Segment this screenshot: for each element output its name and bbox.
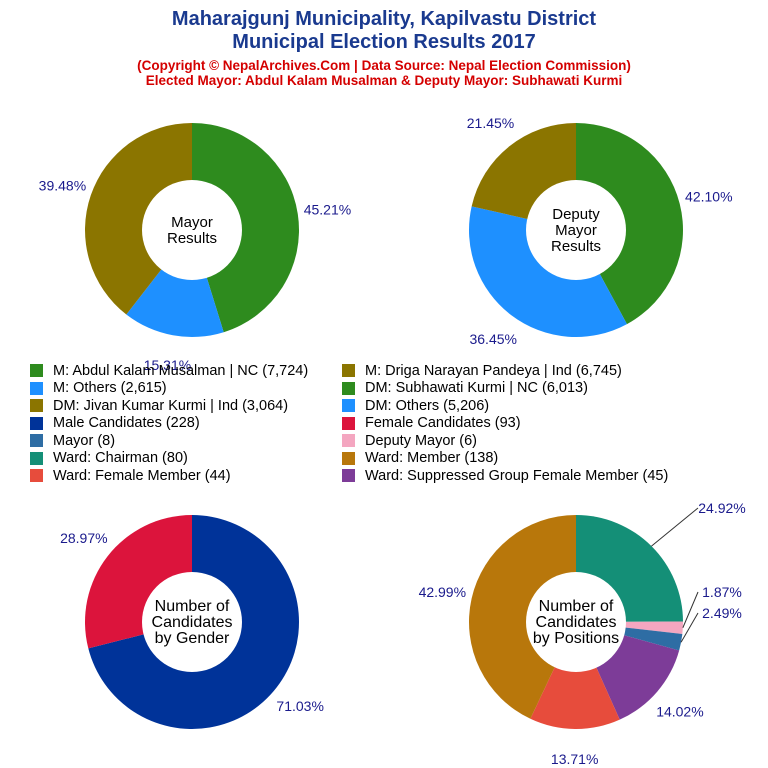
slice-percent-label: 71.03% [276, 698, 323, 714]
slice-percent-label: 15.31% [144, 357, 191, 373]
donut-center-label: Mayor [555, 222, 597, 239]
chart-title-line2: Municipal Election Results 2017 [232, 31, 536, 53]
legend-item: M: Driga Narayan Pandeya | Ind (6,745) [342, 362, 622, 379]
donut-hole [142, 180, 242, 280]
donut-hole [526, 572, 626, 672]
donut-hole [526, 180, 626, 280]
donut-center-label: Results [551, 238, 601, 255]
slice-percent-label: 21.45% [467, 115, 514, 131]
donut-center-label: by Gender [155, 630, 230, 647]
legend-item: Ward: Chairman (80) [30, 450, 188, 467]
legend: M: Abdul Kalam Musalman | NC (7,724) M: … [0, 362, 768, 487]
legend-swatch [342, 416, 355, 430]
legend-swatch [342, 434, 355, 447]
legend-item: Ward: Suppressed Group Female Member (45… [342, 467, 668, 484]
slice-percent-label: 14.02% [656, 703, 703, 719]
leader-line [651, 507, 699, 547]
legend-item: DM: Others (5,206) [342, 397, 489, 414]
donut-center-label: Results [167, 230, 217, 247]
legend-item: Deputy Mayor (6) [342, 432, 477, 449]
legend-label: M: Others (2,615) [53, 380, 167, 396]
legend-label: Male Candidates (228) [53, 415, 200, 431]
legend-swatch [342, 364, 355, 377]
chart-subtitle-elected: Elected Mayor: Abdul Kalam Musalman & De… [145, 73, 623, 88]
slice-percent-label: 36.45% [469, 331, 516, 347]
legend-label: DM: Subhawati Kurmi | NC (6,013) [365, 380, 588, 396]
slice-percent-label: 42.99% [419, 584, 466, 600]
legend-label: Ward: Suppressed Group Female Member (45… [365, 467, 669, 484]
donut-center-label: Number of [539, 598, 614, 615]
chart-subtitle-source: (Copyright © NepalArchives.Com | Data So… [137, 58, 631, 73]
legend-item: Ward: Female Member (44) [30, 467, 231, 484]
legend-swatch [342, 399, 355, 412]
legend-item: Ward: Member (138) [342, 450, 498, 467]
legend-swatch [342, 469, 355, 482]
donut-center-label: Deputy [552, 206, 600, 223]
slice-percent-label: 24.92% [698, 500, 745, 516]
pie-slice [192, 123, 300, 333]
slice-percent-label: 45.21% [304, 201, 351, 217]
legend-swatch [30, 364, 43, 377]
pie-slice [469, 515, 576, 719]
legend-label: Deputy Mayor (6) [365, 432, 478, 449]
donut-hole [142, 572, 242, 672]
legend-label: Female Candidates (93) [365, 415, 521, 431]
pie-slice [468, 206, 627, 337]
legend-swatch [30, 451, 43, 465]
legend-item: DM: Jivan Kumar Kurmi | Ind (3,064) [30, 397, 288, 414]
legend-label: M: Driga Narayan Pandeya | Ind (6,745) [365, 362, 622, 379]
legend-item: M: Abdul Kalam Musalman | NC (7,724) [30, 362, 308, 379]
pie-slice [530, 622, 620, 729]
slice-percent-label: 42.10% [685, 188, 732, 204]
donut-center-label: Mayor [171, 214, 213, 231]
legend-swatch [342, 451, 355, 465]
legend-label: Ward: Female Member (44) [53, 467, 231, 484]
legend-label: DM: Others (5,206) [365, 397, 490, 414]
donut-center-label: Candidates [536, 614, 617, 631]
legend-swatch [30, 399, 43, 412]
legend-label: Ward: Member (138) [365, 450, 499, 466]
legend-swatch [30, 381, 43, 395]
slice-percent-label: 1.87% [702, 584, 742, 600]
legend-label: Ward: Chairman (80) [53, 450, 188, 466]
chart-title-line1: Maharajgunj Municipality, Kapilvastu Dis… [171, 8, 597, 30]
legend-label: Mayor (8) [53, 432, 116, 449]
legend-item: Male Candidates (228) [30, 415, 200, 432]
donut-center-label: Candidates [152, 614, 233, 631]
slice-percent-label: 2.49% [702, 605, 742, 621]
legend-swatch [30, 434, 43, 447]
legend-item: Mayor (8) [30, 432, 115, 449]
legend-item: M: Others (2,615) [30, 380, 167, 397]
donut-center-label: by Positions [533, 630, 619, 647]
slice-percent-label: 28.97% [60, 530, 107, 546]
legend-label: M: Abdul Kalam Musalman | NC (7,724) [53, 362, 309, 379]
leader-line [682, 591, 699, 628]
legend-item: DM: Subhawati Kurmi | NC (6,013) [342, 380, 588, 397]
pie-slice [85, 123, 192, 315]
slice-percent-label: 39.48% [39, 178, 86, 194]
donut-center-label: Number of [155, 598, 230, 615]
legend-swatch [30, 469, 43, 482]
legend-label: DM: Jivan Kumar Kurmi | Ind (3,064) [53, 397, 289, 414]
legend-item: Female Candidates (93) [342, 415, 521, 432]
slice-percent-label: 13.71% [551, 751, 598, 767]
legend-swatch [30, 416, 43, 430]
leader-line [680, 612, 699, 643]
pie-slice [576, 123, 683, 325]
legend-swatch [342, 381, 355, 395]
